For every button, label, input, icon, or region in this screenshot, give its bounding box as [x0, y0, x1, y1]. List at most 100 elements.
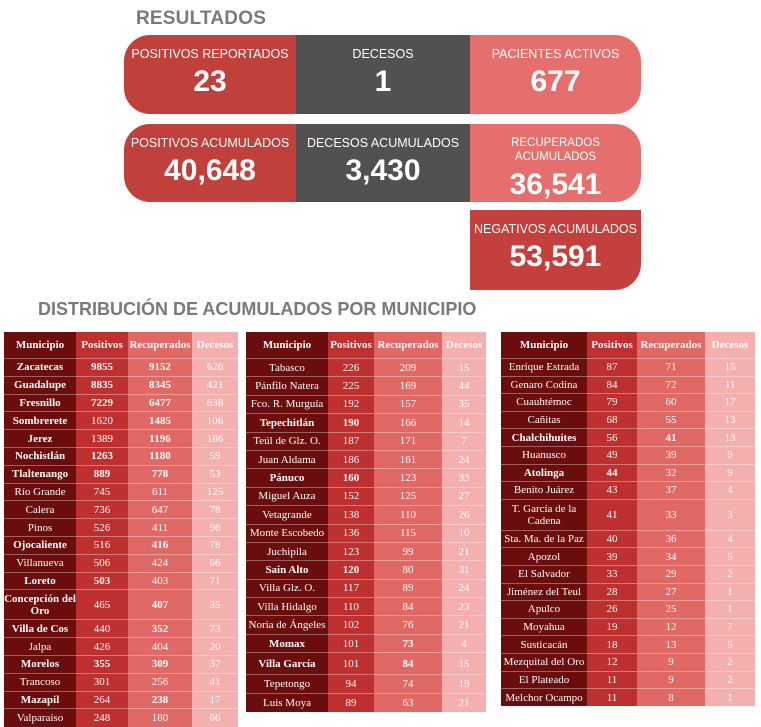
table-row: Calera 736 647 78 — [4, 500, 238, 519]
card-label: RECUPERADOS ACUMULADOS — [511, 137, 600, 163]
cell-positivos: 160 — [328, 468, 374, 488]
cell-positivos: 89 — [328, 692, 374, 712]
cell-positivos: 8835 — [76, 375, 128, 395]
cell-recuperados: 180 — [128, 708, 192, 727]
header-recuperados: Recuperados — [374, 332, 442, 359]
cell-positivos: 1263 — [76, 446, 128, 466]
cell-municipio: Calera — [4, 500, 76, 519]
cell-municipio: El Salvador — [501, 564, 587, 584]
header-positivos: Positivos — [587, 332, 637, 359]
cell-municipio: Vetagrande — [246, 505, 328, 525]
cell-decesos: 13 — [705, 410, 755, 429]
table-row: Miguel Auza 152 125 27 — [246, 486, 486, 506]
cell-municipio: Sain Alto — [246, 560, 328, 580]
cell-municipio: Melchor Ocampo — [501, 688, 587, 707]
cell-positivos: 56 — [587, 428, 637, 447]
table-row: Jiménez del Teul 28 27 1 — [501, 582, 755, 601]
cell-decesos: 5 — [705, 635, 755, 654]
cell-positivos: 41 — [587, 498, 637, 531]
cell-decesos: 186 — [192, 429, 238, 448]
cell-municipio: Nochistlán — [4, 446, 76, 466]
cell-recuperados: 169 — [374, 376, 442, 396]
cell-decesos: 17 — [192, 690, 238, 709]
cell-positivos: 526 — [76, 518, 128, 537]
cell-municipio: Concepción del Oro — [4, 589, 76, 620]
cell-positivos: 11 — [587, 670, 637, 689]
cell-recuperados: 8 — [637, 688, 705, 707]
table-row: Melchor Ocampo 11 8 1 — [501, 688, 755, 707]
cell-decesos: 9 — [705, 445, 755, 465]
table-row: Ojocaliente 516 416 78 — [4, 535, 238, 555]
table-header-row: Municipio Positivos Recuperados Decesos — [4, 332, 238, 359]
cell-municipio: Juan Aldama — [246, 449, 328, 469]
table-header-row: Municipio Positivos Recuperados Decesos — [501, 332, 755, 359]
cell-municipio: Mezquital del Oro — [501, 652, 587, 671]
cell-positivos: 40 — [587, 529, 637, 548]
cell-positivos: 225 — [328, 376, 374, 396]
table-row: Pánuco 160 123 33 — [246, 468, 486, 488]
header-municipio: Municipio — [4, 332, 76, 359]
card-value: 3,430 — [345, 154, 421, 187]
table-row: Mazapil 264 238 17 — [4, 690, 238, 709]
cell-recuperados: 73 — [374, 633, 442, 653]
cell-recuperados: 41 — [637, 428, 705, 447]
cell-decesos: 14 — [442, 413, 486, 433]
page-title: RESULTADOS — [136, 8, 267, 29]
cell-decesos: 2 — [705, 652, 755, 671]
cell-decesos: 17 — [705, 393, 755, 412]
table-row: Juchipila 123 99 21 — [246, 541, 486, 561]
cell-positivos: 49 — [587, 445, 637, 465]
cell-recuperados: 352 — [128, 619, 192, 638]
cell-decesos: 23 — [442, 597, 486, 616]
cell-decesos: 13 — [705, 428, 755, 447]
cell-municipio: Mazapil — [4, 690, 76, 709]
cell-positivos: 68 — [587, 410, 637, 429]
cell-decesos: 73 — [192, 619, 238, 638]
table-row: Trancoso 301 256 41 — [4, 672, 238, 692]
cell-decesos: 71 — [192, 571, 238, 590]
cell-recuperados: 72 — [637, 375, 705, 394]
cell-decesos: 19 — [442, 674, 486, 694]
cell-decesos: 27 — [442, 486, 486, 506]
card-label: DECESOS ACUMULADOS — [306, 136, 460, 150]
cell-positivos: 18 — [587, 635, 637, 654]
table-row: Villa García 101 84 15 — [246, 652, 486, 675]
cell-positivos: 43 — [587, 481, 637, 500]
table-row: Huanusco 49 39 9 — [501, 445, 755, 465]
cell-recuperados: 9 — [637, 670, 705, 689]
table-row: Luis Moya 89 63 21 — [246, 692, 486, 712]
cell-positivos: 516 — [76, 535, 128, 555]
cell-recuperados: 611 — [128, 482, 192, 501]
card-value: 1 — [374, 65, 392, 98]
table-row: Río Grande 745 611 125 — [4, 482, 238, 501]
cell-decesos: 66 — [192, 553, 238, 573]
cell-positivos: 136 — [328, 523, 374, 543]
card-value: 677 — [530, 65, 581, 98]
card-pacientes-activos: PACIENTES ACTIVOS 677 — [470, 35, 641, 114]
cell-positivos: 11 — [587, 688, 637, 707]
cell-municipio: Pánfilo Natera — [246, 376, 328, 396]
cell-municipio: Sombrerete — [4, 411, 76, 430]
cell-recuperados: 74 — [374, 674, 442, 694]
cell-municipio: Fco. R. Murguía — [246, 394, 328, 414]
cell-municipio: Loreto — [4, 571, 76, 590]
cell-decesos: 4 — [705, 481, 755, 500]
cell-recuperados: 39 — [637, 445, 705, 465]
cell-decesos: 15 — [442, 357, 486, 377]
cell-municipio: Jalpa — [4, 637, 76, 656]
cell-municipio: Momax — [246, 633, 328, 653]
cell-municipio: Fresnillo — [4, 393, 76, 412]
table-row: Jalpa 426 404 20 — [4, 637, 238, 656]
cell-municipio: Pánuco — [246, 468, 328, 488]
cell-municipio: Morelos — [4, 654, 76, 674]
table-row: Valparaíso 248 180 66 — [4, 708, 238, 727]
cell-recuperados: 63 — [374, 692, 442, 712]
cell-positivos: 301 — [76, 672, 128, 692]
cell-decesos: 11 — [705, 375, 755, 394]
cell-municipio: Tlaltenango — [4, 464, 76, 484]
table-row: Tabasco 226 209 15 — [246, 357, 486, 377]
cell-decesos: 26 — [442, 505, 486, 525]
cell-positivos: 736 — [76, 500, 128, 519]
cell-municipio: Teúl de Glz. O. — [246, 431, 328, 451]
cell-decesos: 2 — [705, 564, 755, 584]
